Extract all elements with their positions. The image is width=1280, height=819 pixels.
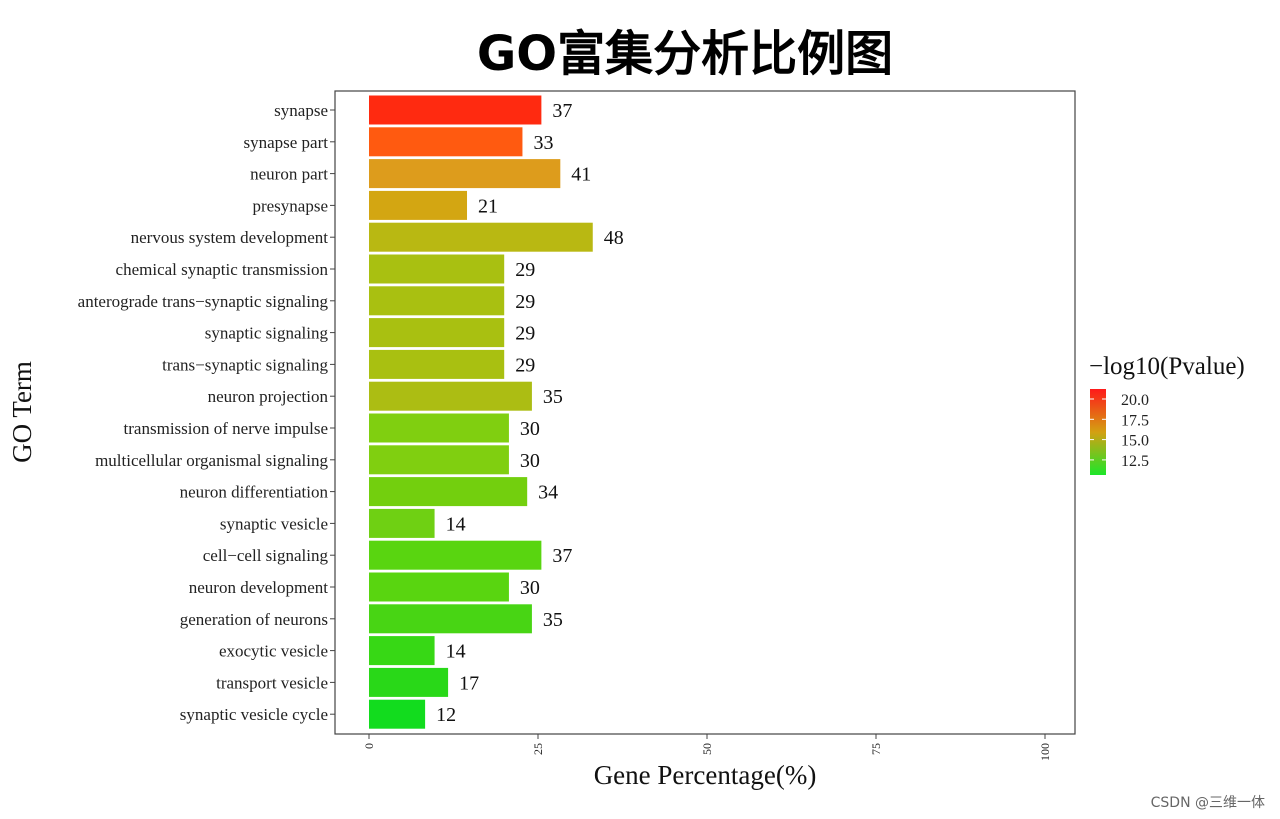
category-label: synapse [274, 101, 328, 120]
plot-panel-border [334, 90, 1076, 735]
bar-value-label: 34 [538, 482, 558, 504]
category-label: presynapse [252, 196, 328, 215]
bar-value-label: 33 [533, 132, 553, 154]
bar-value-label: 29 [515, 259, 535, 281]
bar-value-label: 21 [478, 195, 498, 217]
bar [369, 636, 435, 666]
bar [369, 667, 449, 697]
bar-value-label: 30 [520, 418, 540, 440]
bar [369, 477, 528, 507]
bar [369, 318, 505, 348]
bar [369, 413, 509, 443]
bars [369, 95, 593, 729]
bar-value-label: 29 [515, 323, 535, 345]
category-label: chemical synaptic transmission [116, 260, 329, 279]
bar-value-label: 37 [552, 545, 572, 567]
bar [369, 349, 505, 379]
bar [369, 699, 426, 729]
bar-value-label: 30 [520, 450, 540, 472]
category-label: nervous system development [131, 228, 329, 247]
category-label: multicellular organismal signaling [95, 451, 328, 470]
bar [369, 127, 523, 157]
category-label: generation of neurons [180, 610, 328, 629]
bar [369, 445, 509, 475]
bar-value-label: 48 [604, 227, 624, 249]
legend-tick-label: 12.5 [1121, 453, 1149, 470]
y-axis-title: GO Term [7, 361, 37, 463]
bar [369, 95, 542, 125]
bar-value-label: 41 [571, 164, 591, 186]
legend-tick-label: 15.0 [1121, 433, 1149, 450]
bar-value-label: 14 [446, 513, 466, 535]
category-label: synaptic vesicle cycle [180, 705, 328, 724]
category-label: neuron projection [208, 387, 329, 406]
legend-tick-label: 20.0 [1121, 392, 1149, 409]
bar-value-label: 35 [543, 386, 563, 408]
bar [369, 540, 542, 570]
category-labels: synapse synapse part neuron part presynapse… [78, 101, 335, 724]
bar [369, 381, 532, 411]
bar [369, 572, 509, 602]
x-tick-label: 25 [531, 743, 545, 755]
bar [369, 508, 435, 538]
category-label: neuron part [250, 165, 328, 184]
category-label: trans−synaptic signaling [162, 355, 328, 374]
bar [369, 286, 505, 316]
x-tick-label: 100 [1038, 743, 1052, 761]
bar [369, 604, 532, 634]
category-label: synaptic vesicle [220, 514, 328, 533]
bar [369, 222, 593, 252]
bar-value-label: 14 [446, 641, 466, 663]
chart-title: GO富集分析比例图 [476, 26, 894, 82]
bar [369, 159, 561, 189]
bar [369, 190, 468, 220]
legend-colorbar [1090, 389, 1106, 475]
bar [369, 254, 505, 284]
category-label: exocytic vesicle [219, 642, 328, 661]
color-legend: −log10(Pvalue) 20.0 17.5 15.0 12.5 [1089, 353, 1245, 475]
bar-value-label: 35 [543, 609, 563, 631]
category-label: transport vesicle [216, 673, 328, 692]
x-tick-label: 0 [362, 743, 376, 749]
x-axis-title: Gene Percentage(%) [594, 760, 817, 790]
category-label: synaptic signaling [205, 324, 329, 343]
category-label: neuron differentiation [180, 483, 329, 502]
category-label: transmission of nerve impulse [124, 419, 328, 438]
bar-value-label: 17 [459, 672, 479, 694]
category-label: synapse part [243, 133, 328, 152]
category-label: neuron development [189, 578, 329, 597]
bar-value-label: 30 [520, 577, 540, 599]
category-label: cell−cell signaling [203, 546, 329, 565]
x-tick-label: 75 [869, 743, 883, 755]
legend-tick-label: 17.5 [1121, 412, 1149, 429]
bar-value-label: 29 [515, 291, 535, 313]
category-label: anterograde trans−synaptic signaling [78, 292, 329, 311]
x-tick-label: 50 [700, 743, 714, 755]
bar-value-label: 37 [552, 100, 572, 122]
x-axis-ticks: 0 25 50 75 100 [362, 734, 1052, 761]
bar-value-label: 29 [515, 354, 535, 376]
bar-value-label: 12 [436, 704, 456, 726]
watermark: CSDN @三维一体 [1151, 795, 1265, 811]
legend-title: −log10(Pvalue) [1089, 353, 1245, 380]
legend-ticks: 20.0 17.5 15.0 12.5 [1090, 392, 1149, 470]
